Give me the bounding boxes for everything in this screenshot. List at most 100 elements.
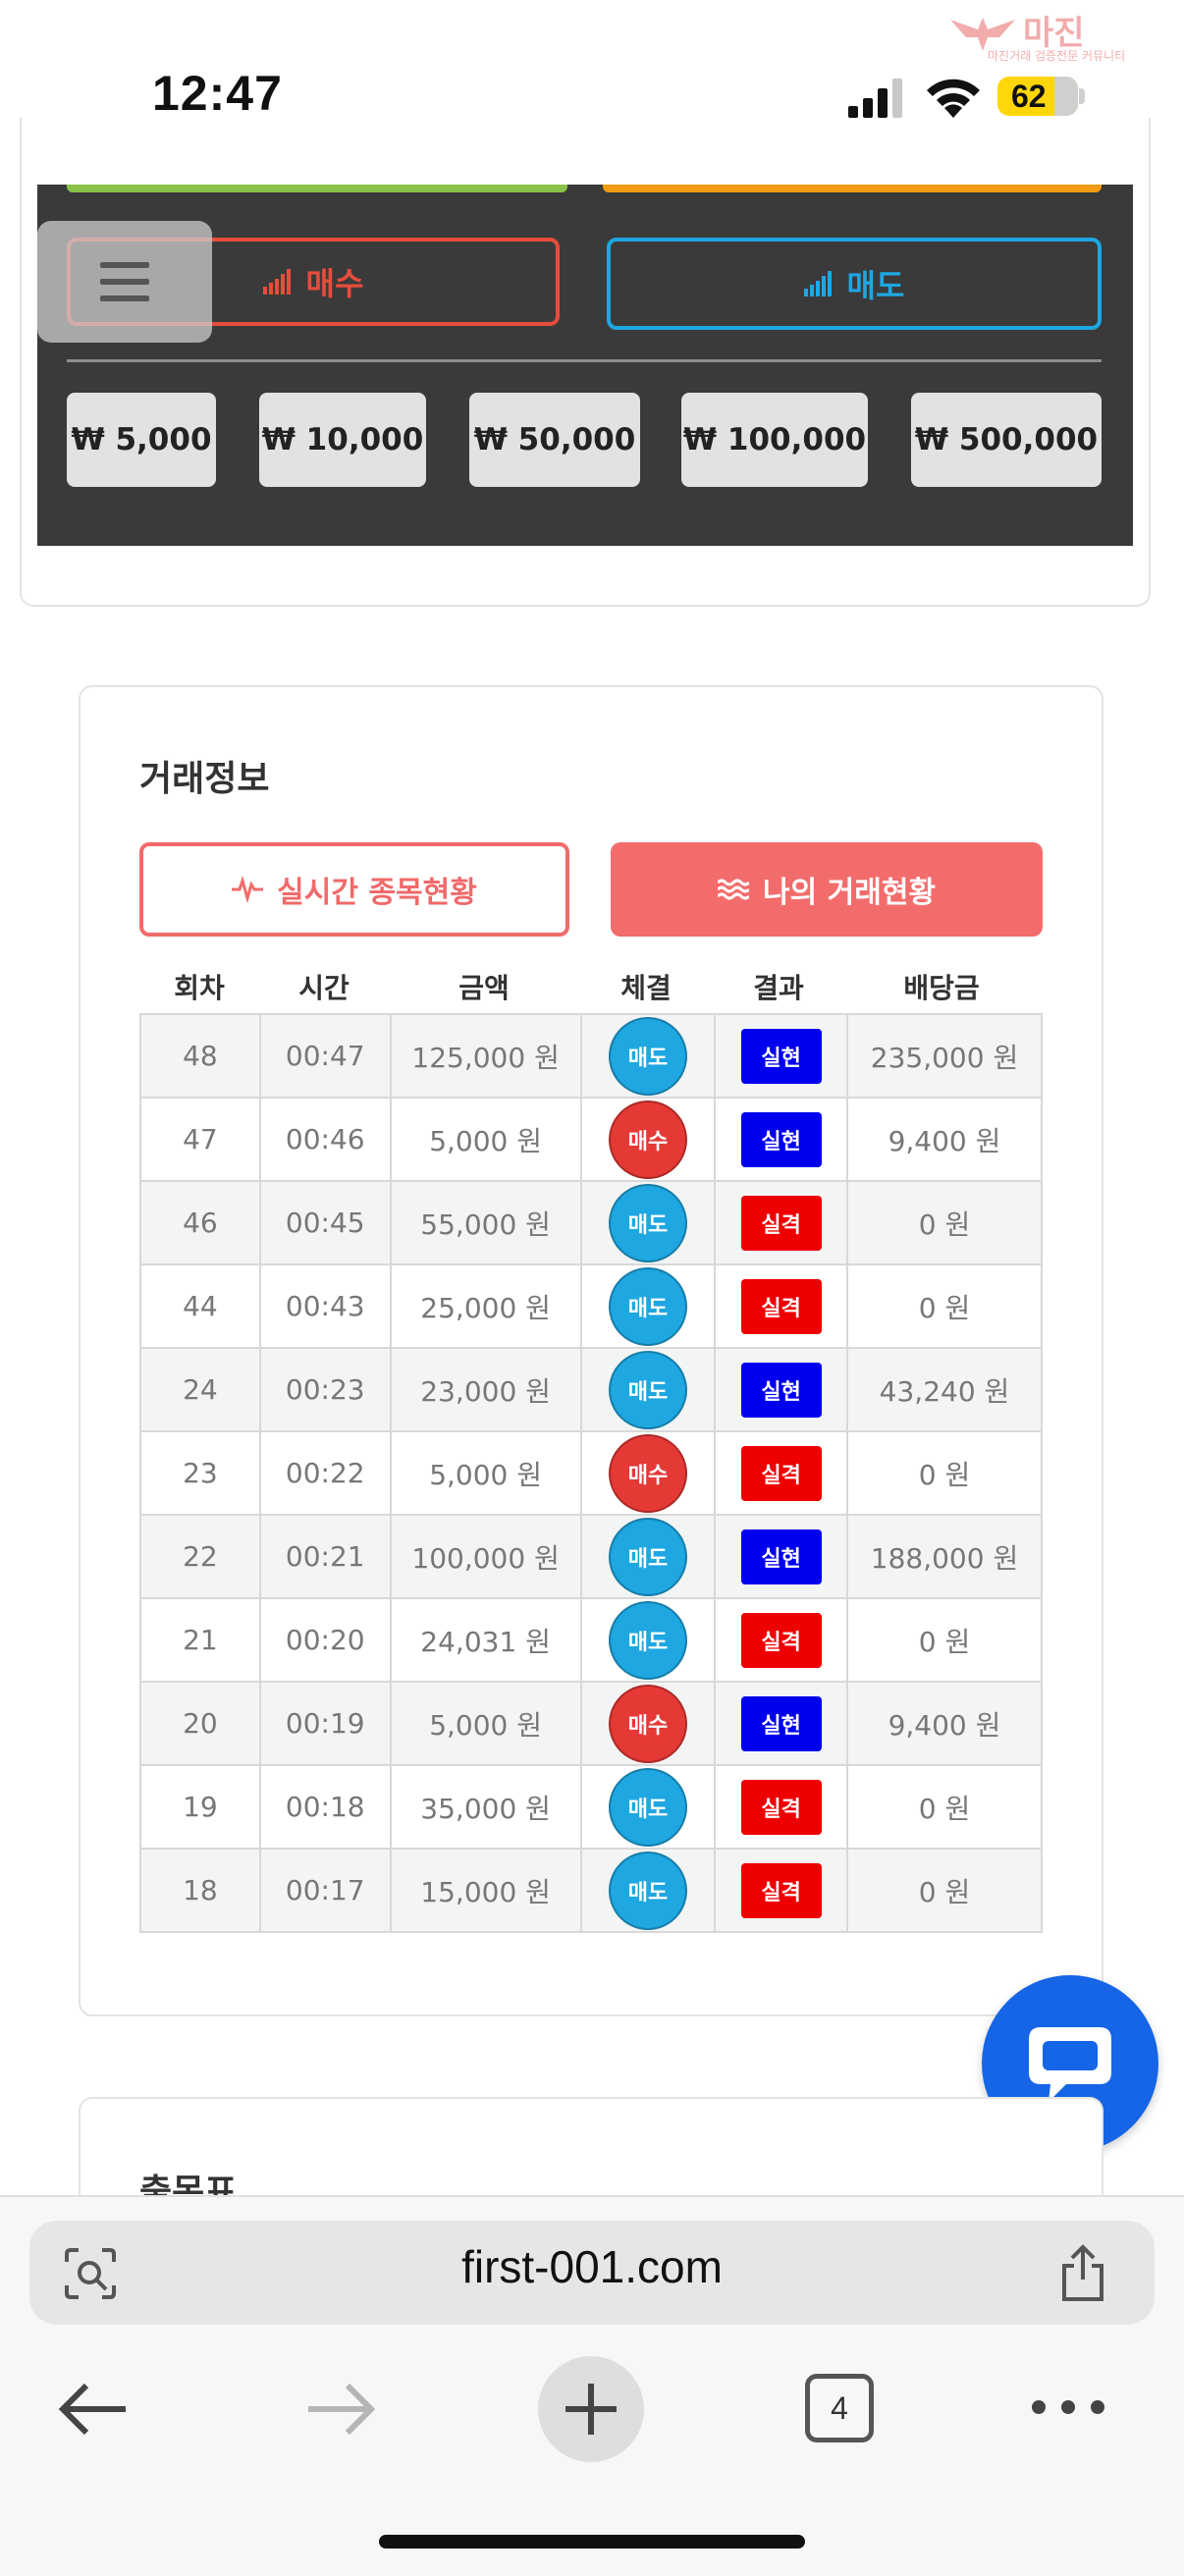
table-row: 22 00:21 100,000 원 매도 실현 188,000 원 [139,1514,1044,1599]
wifi-icon [927,79,980,118]
side-badge: 매수 [608,1684,687,1763]
forward-arrow-icon[interactable] [306,2382,377,2437]
cell-payout: 0 원 [845,1597,1044,1683]
cell-payout: 235,000 원 [845,1013,1044,1099]
tab-my-trades[interactable]: 나의 거래현황 [611,842,1043,937]
cell-result: 실격 [714,1430,848,1516]
battery-tip [1079,88,1085,104]
col-payout: 배당금 [903,972,980,1004]
result-badge: 실격 [740,1195,822,1251]
table-row: 20 00:19 5,000 원 매수 실현 9,400 원 [139,1681,1044,1766]
lens-icon[interactable] [63,2246,118,2301]
address-bar[interactable] [29,2221,1155,2325]
cell-amount: 5,000 원 [389,1097,582,1182]
battery-level: 62 [1011,79,1047,114]
menu-icon [100,262,149,301]
cell-result: 실현 [714,1514,848,1599]
cell-amount: 25,000 원 [389,1263,582,1349]
cell-amount: 5,000 원 [389,1681,582,1766]
menu-button[interactable] [37,221,212,343]
cell-time: 00:19 [258,1681,392,1766]
cell-round: 18 [139,1848,261,1933]
share-icon[interactable] [1058,2244,1107,2303]
cell-payout: 0 원 [845,1848,1044,1933]
cell-signal-icon [848,79,902,118]
cell-payout: 0 원 [845,1180,1044,1265]
sell-button[interactable]: 매도 [607,238,1102,330]
cell-side: 매도 [579,1514,717,1599]
cell-time: 00:46 [258,1097,392,1182]
cell-time: 00:20 [258,1597,392,1683]
amount-button-50000[interactable]: ₩ 50,000 [469,393,640,487]
side-badge: 매도 [608,1016,687,1096]
cell-side: 매도 [579,1764,717,1850]
cell-round: 46 [139,1180,261,1265]
cell-side: 매수 [579,1681,717,1766]
col-amount: 금액 [458,972,510,1004]
cell-result: 실격 [714,1764,848,1850]
cell-round: 21 [139,1597,261,1683]
cell-result: 실격 [714,1597,848,1683]
table-row: 19 00:18 35,000 원 매도 실격 0 원 [139,1764,1044,1850]
cell-amount: 15,000 원 [389,1848,582,1933]
signal-bars-icon [262,269,291,295]
url-text[interactable]: first-001.com [461,2241,723,2292]
more-icon[interactable] [1029,2395,1107,2419]
side-badge: 매도 [608,1767,687,1847]
result-badge: 실현 [740,1028,822,1084]
pulse-icon [232,877,264,902]
cell-time: 00:43 [258,1263,392,1349]
amount-button-100000[interactable]: ₩ 100,000 [681,393,868,487]
table-row: 21 00:20 24,031 원 매도 실격 0 원 [139,1597,1044,1683]
cell-time: 00:21 [258,1514,392,1599]
side-badge: 매도 [608,1851,687,1930]
amount-button-5000[interactable]: ₩ 5,000 [67,393,216,487]
chat-icon [1029,2027,1111,2102]
cell-round: 47 [139,1097,261,1182]
tab-label: 실시간 종목현황 [277,876,477,910]
tab-realtime-status[interactable]: 실시간 종목현황 [139,842,569,937]
col-result: 결과 [753,972,804,1004]
cell-round: 24 [139,1347,261,1432]
cell-round: 22 [139,1514,261,1599]
status-time: 12:47 [152,66,283,121]
cell-payout: 9,400 원 [845,1681,1044,1766]
cell-amount: 24,031 원 [389,1597,582,1683]
back-arrow-icon[interactable] [57,2382,128,2437]
cell-side: 매도 [579,1597,717,1683]
cell-round: 19 [139,1764,261,1850]
tabs-button[interactable]: 4 [805,2374,874,2442]
tab-label: 나의 거래현황 [762,876,937,910]
col-time: 시간 [298,972,350,1004]
cell-round: 23 [139,1430,261,1516]
cell-payout: 0 원 [845,1430,1044,1516]
result-badge: 실격 [740,1278,822,1334]
result-badge: 실격 [740,1612,822,1668]
table-row: 47 00:46 5,000 원 매수 실현 9,400 원 [139,1097,1044,1182]
amount-button-500000[interactable]: ₩ 500,000 [911,393,1102,487]
cell-result: 실현 [714,1097,848,1182]
eagle-icon [950,18,1015,51]
cell-side: 매도 [579,1263,717,1349]
cell-payout: 0 원 [845,1263,1044,1349]
new-tab-button[interactable] [538,2356,644,2462]
amount-button-10000[interactable]: ₩ 10,000 [259,393,426,487]
cell-side: 매도 [579,1013,717,1099]
trade-info-title: 거래정보 [139,759,270,799]
cell-side: 매수 [579,1430,717,1516]
result-badge: 실현 [740,1111,822,1167]
green-bar [67,185,567,192]
cell-result: 실격 [714,1263,848,1349]
cell-round: 44 [139,1263,261,1349]
cell-time: 00:45 [258,1180,392,1265]
result-badge: 실현 [740,1362,822,1418]
cell-time: 00:18 [258,1764,392,1850]
cell-round: 48 [139,1013,261,1099]
watermark-subtitle: 마진거래 검증전문 커뮤니티 [988,49,1126,63]
table-row: 23 00:22 5,000 원 매수 실격 0 원 [139,1430,1044,1516]
side-badge: 매도 [608,1600,687,1680]
table-header: 회차 시간 금액 체결 결과 배당금 [139,964,1043,1013]
cell-amount: 125,000 원 [389,1013,582,1099]
watermark-logo: 마진 마진거래 검증전문 커뮤니티 [944,6,1176,65]
cell-amount: 55,000 원 [389,1180,582,1265]
